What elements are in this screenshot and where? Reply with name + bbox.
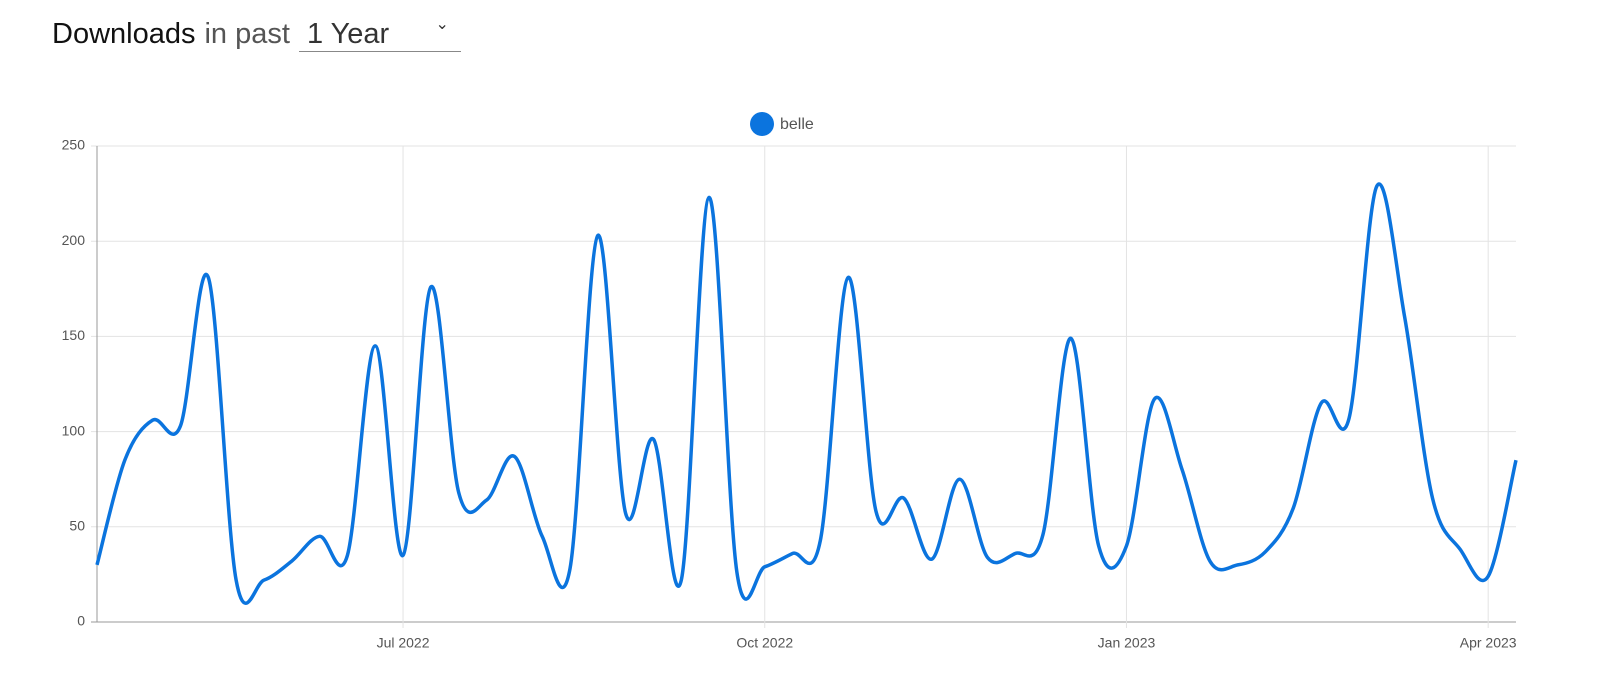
y-tick-label: 100 — [62, 422, 86, 438]
x-tick-label: Oct 2022 — [736, 635, 793, 651]
y-tick-label: 0 — [77, 613, 85, 629]
x-tick-label: Apr 2023 — [1460, 635, 1517, 651]
x-tick-label: Jul 2022 — [377, 635, 430, 651]
label: in past — [204, 18, 290, 50]
y-tick-label: 50 — [69, 518, 85, 534]
title: Downloads — [52, 18, 196, 50]
series-line — [95, 182, 1518, 605]
select-value: 1 Year — [306, 18, 390, 50]
x-tick-label: Jan 2023 — [1098, 635, 1156, 651]
y-tick-label: 250 — [62, 137, 86, 153]
y-tick-label: 200 — [62, 232, 86, 248]
y-tick-label: 150 — [62, 327, 86, 343]
header: Downloads in past 1 Year — [52, 14, 461, 52]
legend-marker — [750, 112, 774, 136]
period-select[interactable]: 1 Year — [298, 14, 461, 52]
legend-label: belle — [780, 116, 814, 133]
